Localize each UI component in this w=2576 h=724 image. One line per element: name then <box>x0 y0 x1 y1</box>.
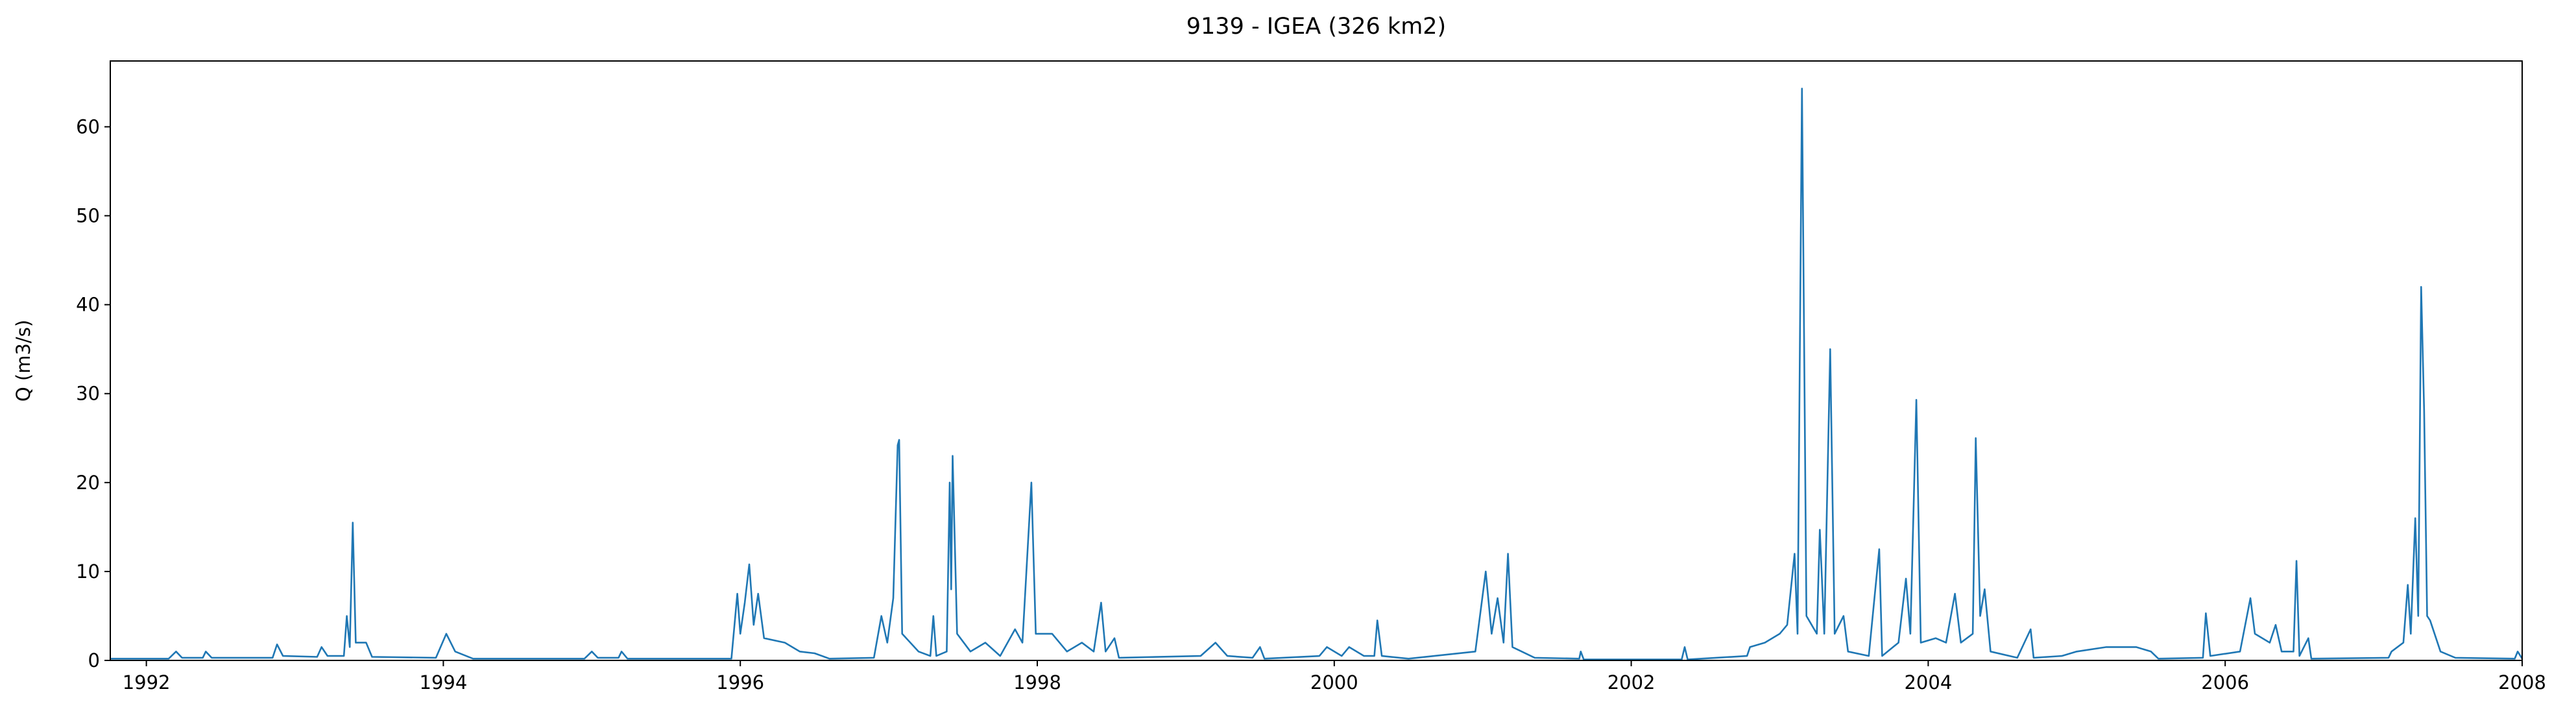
series-line <box>110 88 2523 660</box>
y-axis-label: Q (m3/s) <box>12 320 34 402</box>
x-tick-label: 2008 <box>2498 671 2546 694</box>
x-tick-label: 2000 <box>1310 671 1358 694</box>
y-tick-label: 50 <box>76 205 100 227</box>
y-tick-label: 0 <box>88 649 100 671</box>
x-tick-label: 1996 <box>716 671 764 694</box>
y-tick-label: 30 <box>76 383 100 405</box>
y-tick-label: 40 <box>76 294 100 316</box>
x-tick-label: 2002 <box>1607 671 1655 694</box>
chart-title: 9139 - IGEA (326 km2) <box>1186 14 1446 40</box>
x-tick-label: 1998 <box>1013 671 1061 694</box>
x-tick-label: 1994 <box>420 671 468 694</box>
y-tick-label: 10 <box>76 561 100 583</box>
y-tick-label: 60 <box>76 115 100 138</box>
x-tick-label: 1992 <box>123 671 171 694</box>
x-tick-label: 2004 <box>1904 671 1952 694</box>
x-tick-label: 2006 <box>2201 671 2249 694</box>
y-tick-label: 20 <box>76 472 100 494</box>
plot-frame <box>110 60 2523 661</box>
